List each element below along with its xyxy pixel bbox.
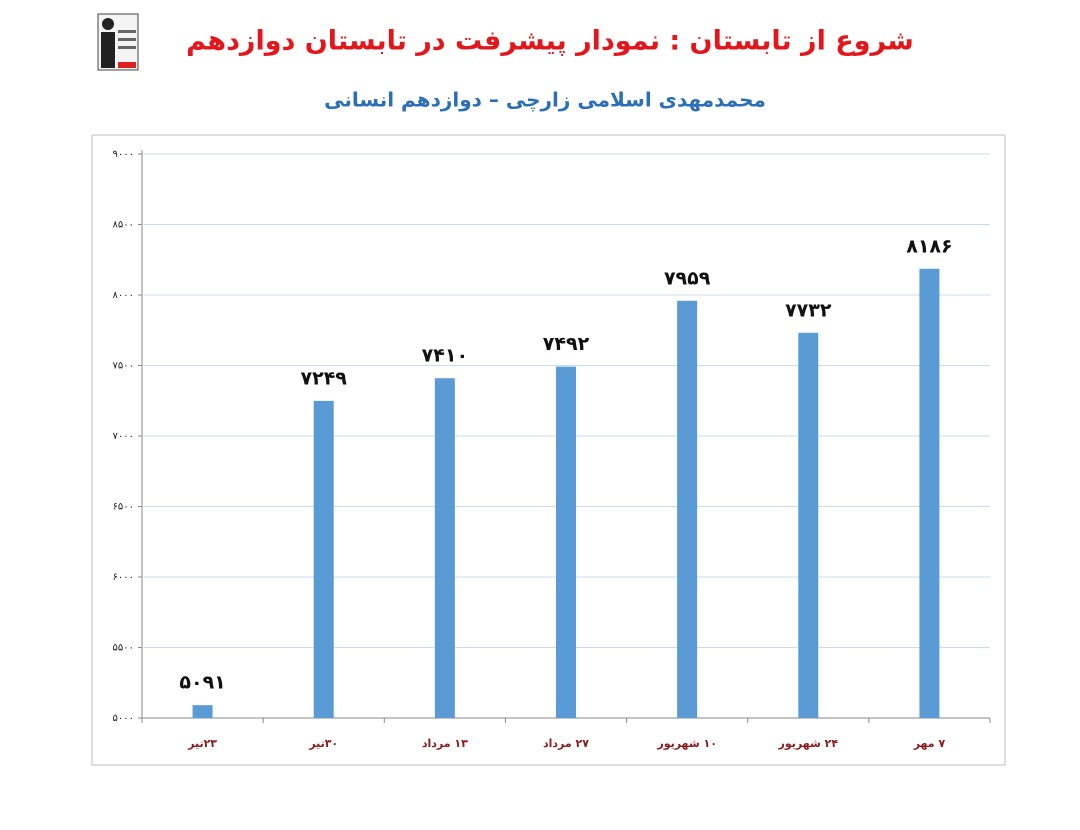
value-label: ۵۰۹۱ — [179, 672, 225, 694]
value-label: ۷۷۳۲ — [785, 299, 832, 321]
x-tick-label: ۱۰ شهریور — [656, 737, 717, 750]
bar — [192, 705, 213, 718]
bar — [919, 268, 940, 718]
y-tick-label: ۵۰۰۰ — [113, 713, 134, 724]
y-tick-label: ۷۰۰۰ — [113, 431, 134, 442]
chart-subtitle: محمدمهدی اسلامی زارچی – دوازدهم انسانی — [324, 88, 766, 113]
x-tick-label: ۷ مهر — [913, 737, 946, 750]
bar — [556, 366, 576, 718]
y-tick-label: ۹۰۰۰ — [113, 149, 134, 160]
value-label: ۷۹۵۹ — [664, 267, 711, 289]
logo-line — [118, 30, 136, 33]
y-tick-label: ۵۵۰۰ — [113, 643, 134, 654]
logo-line — [118, 46, 136, 49]
plot-frame — [91, 134, 1006, 766]
value-label: ۷۴۱۰ — [422, 345, 468, 367]
y-tick-label: ۶۰۰۰ — [113, 572, 134, 583]
x-tick-label: ۲۳تیر — [187, 737, 217, 750]
logo-head — [102, 18, 114, 30]
y-tick-label: ۸۰۰۰ — [113, 290, 134, 301]
value-label: ۷۴۹۲ — [543, 333, 590, 355]
bar — [798, 332, 819, 718]
value-label: ۸۱۸۶ — [906, 235, 952, 257]
logo-line — [118, 38, 136, 41]
x-tick-label: ۲۷ مرداد — [543, 737, 589, 750]
chart-title: شروع از تابستان : نمودار پیشرفت در تابست… — [186, 26, 914, 57]
x-tick-label: ۲۴ شهریور — [778, 737, 839, 750]
y-tick-label: ۷۵۰۰ — [113, 361, 134, 372]
y-tick-label: ۶۵۰۰ — [113, 502, 134, 513]
x-tick-label: ۳۰تیر — [308, 737, 338, 750]
bar — [313, 400, 334, 718]
logo-body — [101, 32, 115, 68]
x-tick-label: ۱۳ مرداد — [422, 737, 468, 750]
logo — [97, 13, 139, 71]
y-tick-label: ۸۵۰۰ — [113, 220, 134, 231]
value-label: ۷۲۴۹ — [301, 367, 348, 389]
bar — [434, 378, 455, 718]
logo-bar — [118, 62, 136, 68]
bar — [677, 300, 698, 718]
